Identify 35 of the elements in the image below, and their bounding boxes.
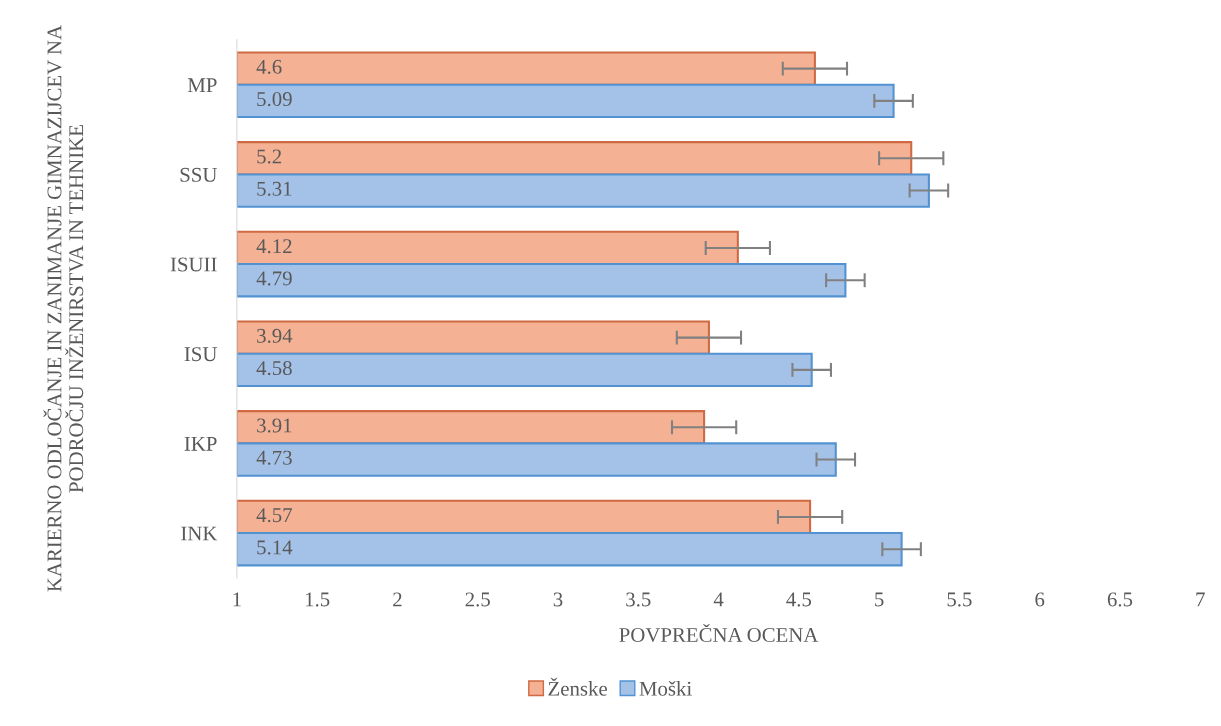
data-label: 4.79 <box>256 271 292 286</box>
x-tick-label: 5 <box>875 592 884 607</box>
y-tick-label: ISUII <box>170 257 217 272</box>
x-tick-label: 7 <box>1196 592 1205 607</box>
data-label: 4.73 <box>256 450 292 465</box>
x-tick-label: 6.5 <box>1107 592 1133 607</box>
data-label: 3.91 <box>257 418 292 433</box>
x-tick-label: 6 <box>1035 592 1045 607</box>
y-axis-title: KARIERNO ODLOČANJE IN ZANIMANJE GIMNAZIJCEV NA PODROČJU INŽENIRSTVA IN TEHNIKE <box>43 25 84 592</box>
data-label: 4.57 <box>256 508 292 523</box>
x-tick-label: 4.5 <box>786 592 812 607</box>
data-label: 4.58 <box>256 361 292 376</box>
x-tick-label: 5.5 <box>947 592 972 607</box>
legend-label: Moški <box>639 681 692 696</box>
x-tick-label: 1.5 <box>305 592 330 607</box>
data-label: 5.31 <box>257 181 292 196</box>
x-tick-label: 2 <box>393 592 402 607</box>
y-tick-label: INK <box>181 526 218 541</box>
data-label: 5.2 <box>257 149 282 164</box>
data-label: 4.12 <box>256 239 292 254</box>
data-label: 5.14 <box>257 540 293 555</box>
legend-label: Ženske <box>548 677 607 696</box>
data-label: 4.6 <box>256 59 282 74</box>
x-tick-label: 4 <box>713 592 724 607</box>
x-tick-label: 3 <box>553 592 563 607</box>
x-axis-title: POVPREČNA OCENA <box>619 623 819 643</box>
data-label: 5.09 <box>257 92 292 107</box>
x-tick-label: 3.5 <box>626 592 651 607</box>
data-label: 3.94 <box>257 328 293 343</box>
y-tick-label: ISU <box>184 347 217 362</box>
y-tick-label: MP <box>187 78 217 92</box>
x-tick-label: 1 <box>233 592 241 607</box>
x-tick-label: 2.5 <box>465 592 490 607</box>
y-tick-label: IKP <box>184 436 217 451</box>
y-tick-label: SSU <box>180 167 217 182</box>
